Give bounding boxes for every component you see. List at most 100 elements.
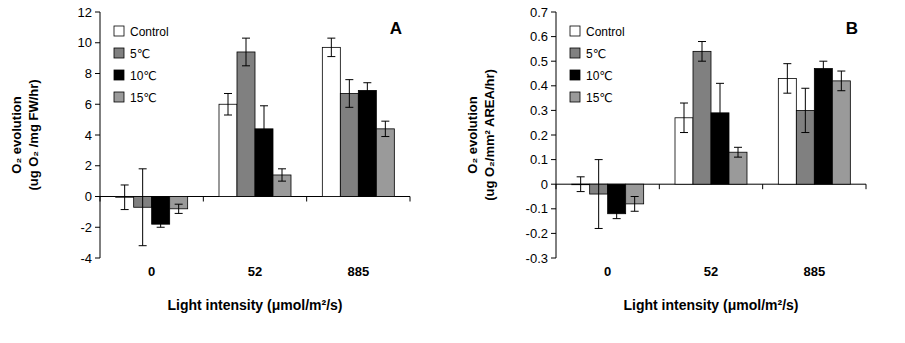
error-bar (783, 64, 791, 94)
error-stem (738, 147, 739, 157)
error-stem (142, 169, 143, 246)
y-tick-label: 0.5 (530, 54, 548, 69)
error-bar (175, 204, 183, 213)
legend: Control5℃10℃15℃ (114, 25, 169, 105)
error-cap (242, 65, 250, 66)
error-bar (595, 160, 603, 229)
error-cap (680, 103, 688, 104)
x-tick (762, 184, 763, 189)
error-bar (121, 185, 129, 210)
y-tick-label: 0.7 (530, 5, 548, 20)
x-tick (306, 197, 307, 202)
y-tick (551, 12, 556, 13)
x-tick-label: 885 (803, 264, 825, 279)
x-tick-label: 0 (604, 264, 611, 279)
x-tick (556, 184, 557, 189)
y-tick (95, 227, 100, 228)
bar (608, 184, 626, 214)
bar (778, 78, 796, 184)
error-stem (720, 83, 721, 142)
y-axis-label: (ug O₂ /mg FW/hr) (26, 79, 41, 190)
error-cap (121, 184, 129, 185)
x-tick (410, 197, 411, 202)
y-tick-label: 12 (78, 5, 92, 20)
error-stem (684, 103, 685, 133)
error-stem (841, 71, 842, 91)
error-bar (327, 38, 335, 56)
error-stem (787, 64, 788, 94)
legend-label: 10℃ (586, 69, 613, 83)
error-stem (349, 80, 350, 108)
bar (693, 51, 711, 184)
error-cap (631, 196, 639, 197)
error-bar (345, 80, 353, 108)
legend-swatch (114, 48, 124, 58)
error-bar (278, 169, 286, 181)
error-cap (260, 105, 268, 106)
error-cap (734, 147, 742, 148)
y-axis-label: O₂ evolution (9, 96, 24, 173)
error-cap (595, 159, 603, 160)
y-tick (551, 159, 556, 160)
error-stem (124, 185, 125, 210)
x-tick (100, 197, 101, 202)
error-stem (634, 197, 635, 212)
error-cap (783, 63, 791, 64)
error-cap (139, 245, 147, 246)
x-axis-label: Light intensity (μmol/m²/s) (167, 297, 342, 313)
legend-label: 10℃ (130, 69, 157, 83)
error-cap (819, 75, 827, 76)
x-tick-label: 52 (248, 264, 262, 279)
y-axis-label: O₂ evolution (465, 96, 480, 173)
error-bar (260, 106, 268, 152)
bar (729, 152, 747, 184)
legend-label: Control (586, 25, 625, 39)
y-tick (95, 196, 100, 197)
error-cap (716, 83, 724, 84)
error-cap (139, 168, 147, 169)
y-tick (95, 73, 100, 74)
error-cap (595, 228, 603, 229)
bar (237, 52, 255, 197)
error-bar (734, 147, 742, 157)
error-cap (327, 38, 335, 39)
y-tick (95, 258, 100, 259)
error-cap (783, 93, 791, 94)
error-cap (260, 151, 268, 152)
y-tick (551, 85, 556, 86)
error-cap (381, 121, 389, 122)
y-tick-label: 2 (85, 158, 92, 173)
error-cap (734, 157, 742, 158)
y-tick-label: -4 (80, 251, 92, 266)
error-stem (246, 38, 247, 66)
y-tick-label: 0.1 (530, 152, 548, 167)
error-cap (157, 227, 165, 228)
error-cap (716, 142, 724, 143)
error-cap (345, 79, 353, 80)
error-cap (278, 181, 286, 182)
y-tick (551, 110, 556, 111)
error-cap (819, 61, 827, 62)
y-tick-label: 0.4 (530, 78, 548, 93)
bar (814, 69, 832, 185)
error-stem (823, 61, 824, 76)
error-cap (837, 71, 845, 72)
legend-swatch (114, 70, 124, 80)
y-tick-label: 0.3 (530, 103, 548, 118)
legend-swatch (570, 26, 580, 36)
y-tick (551, 208, 556, 209)
error-cap (224, 93, 232, 94)
error-cap (363, 98, 371, 99)
y-tick-label: -0.2 (526, 226, 548, 241)
x-axis-label: Light intensity (μmol/m²/s) (623, 297, 798, 313)
error-bar (631, 197, 639, 212)
y-tick-label: 10 (78, 35, 92, 50)
error-stem (160, 221, 161, 227)
y-tick (95, 104, 100, 105)
panel-label: A (390, 19, 402, 38)
legend-swatch (570, 70, 580, 80)
error-cap (175, 204, 183, 205)
error-stem (580, 177, 581, 192)
error-stem (385, 121, 386, 136)
error-cap (698, 41, 706, 42)
